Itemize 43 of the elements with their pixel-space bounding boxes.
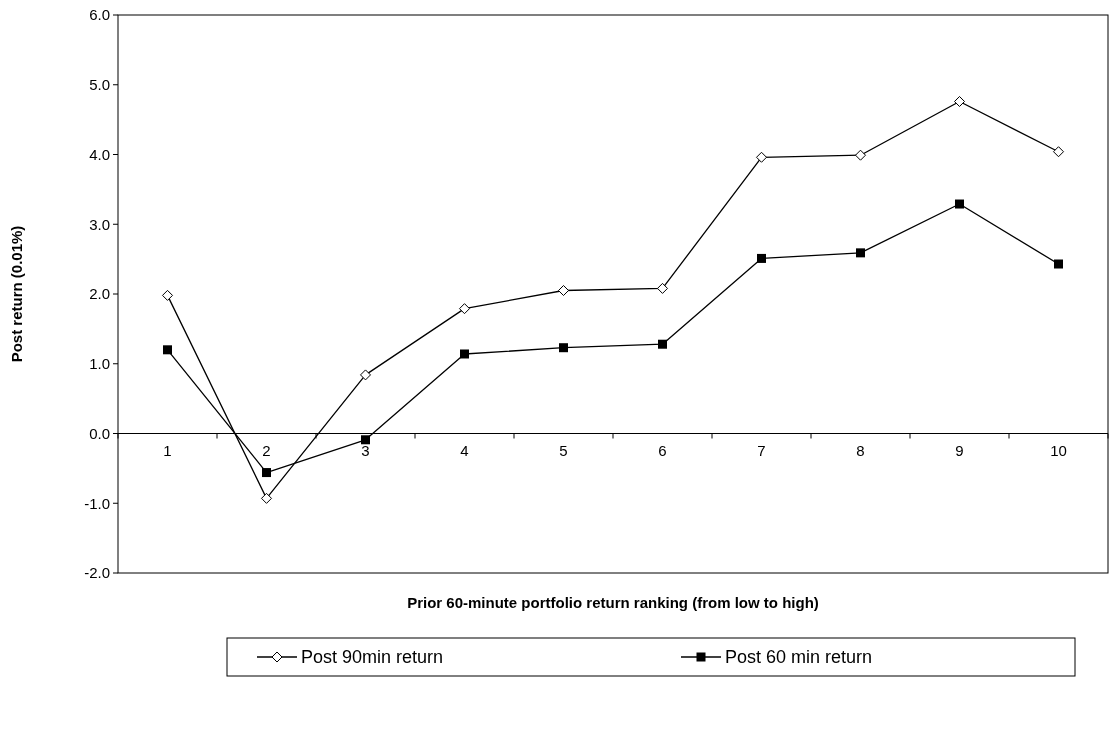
point: [163, 345, 172, 355]
point: [954, 95, 965, 107]
point: [559, 343, 568, 353]
point: [459, 303, 470, 315]
y-tick-label: 4.0: [89, 145, 110, 163]
point: [855, 149, 866, 161]
y-tick-label: 6.0: [89, 6, 110, 24]
point: [262, 468, 271, 478]
y-tick-label: -2.0: [84, 564, 110, 582]
legend-label: Post 90min return: [301, 647, 444, 668]
x-tick-label: 2: [262, 441, 271, 459]
x-tick-label: 7: [757, 441, 766, 459]
x-tick-label: 6: [658, 441, 667, 459]
x-tick-label: 10: [1050, 441, 1067, 459]
y-tick-label: 0.0: [89, 424, 110, 442]
point: [361, 435, 370, 445]
y-tick-label: 3.0: [89, 215, 110, 233]
y-tick-label: 5.0: [89, 76, 110, 93]
x-tick-label: 3: [361, 441, 370, 459]
point: [1053, 146, 1064, 158]
point: [658, 339, 667, 349]
y-tick-label: 1.0: [89, 355, 110, 372]
y-axis-title: Post return (0.01%): [8, 225, 25, 363]
x-tick-label: 8: [856, 441, 865, 459]
x-tick-label: 5: [559, 441, 568, 459]
point: [1054, 259, 1063, 269]
y-tick-label: -1.0: [84, 494, 110, 512]
x-tick-label: 9: [955, 441, 964, 459]
y-tick-label: 2.0: [89, 285, 110, 303]
point: [558, 285, 569, 297]
point: [856, 248, 865, 258]
point: [756, 151, 767, 163]
point: [955, 199, 964, 209]
point: [261, 492, 272, 504]
x-axis-title: Prior 60-minute portfolio return ranking (from low to high): [407, 594, 819, 611]
point: [460, 349, 469, 359]
point: [162, 289, 173, 301]
x-tick-label: 4: [460, 441, 469, 459]
point: [757, 253, 766, 263]
point: [360, 369, 371, 381]
legend-label: Post 60 min return: [725, 647, 873, 668]
x-tick-label: 1: [163, 441, 172, 459]
point: [657, 282, 668, 294]
